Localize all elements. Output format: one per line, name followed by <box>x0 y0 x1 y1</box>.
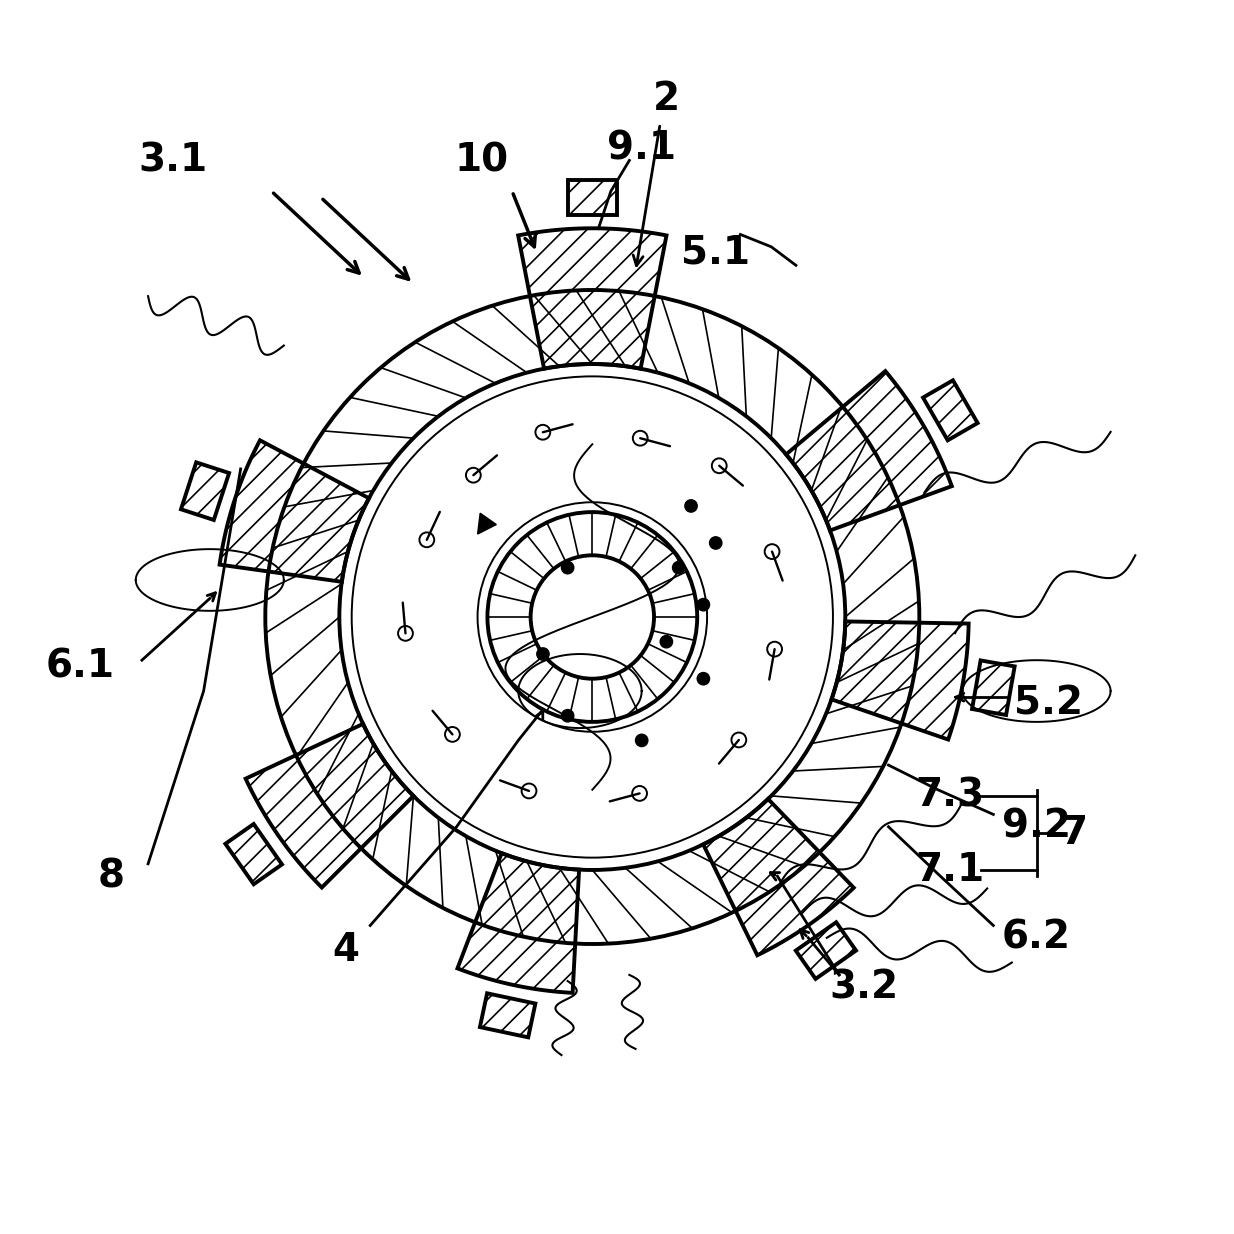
Text: 7.1: 7.1 <box>916 851 985 888</box>
Text: 7.3: 7.3 <box>916 777 985 814</box>
Circle shape <box>561 561 574 574</box>
Text: 2: 2 <box>653 80 680 117</box>
Text: 7: 7 <box>1060 814 1087 851</box>
Circle shape <box>636 734 648 747</box>
Circle shape <box>685 500 697 512</box>
Circle shape <box>710 537 722 549</box>
Polygon shape <box>478 513 496 534</box>
Circle shape <box>561 710 574 722</box>
Text: 8: 8 <box>97 858 125 895</box>
Circle shape <box>697 673 710 685</box>
Text: 4: 4 <box>332 932 359 969</box>
Text: 5.2: 5.2 <box>1014 685 1083 722</box>
Text: 9.1: 9.1 <box>607 130 676 167</box>
Text: 3.2: 3.2 <box>829 969 898 1006</box>
Text: 10: 10 <box>454 142 508 179</box>
Circle shape <box>673 561 685 574</box>
Text: 3.1: 3.1 <box>138 142 207 179</box>
Text: 6.1: 6.1 <box>46 648 115 685</box>
Circle shape <box>697 598 710 611</box>
Text: 5.1: 5.1 <box>681 234 750 271</box>
Text: 9.2: 9.2 <box>1002 808 1071 845</box>
Text: 6.2: 6.2 <box>1002 919 1071 956</box>
Circle shape <box>537 648 549 660</box>
Circle shape <box>660 636 673 648</box>
